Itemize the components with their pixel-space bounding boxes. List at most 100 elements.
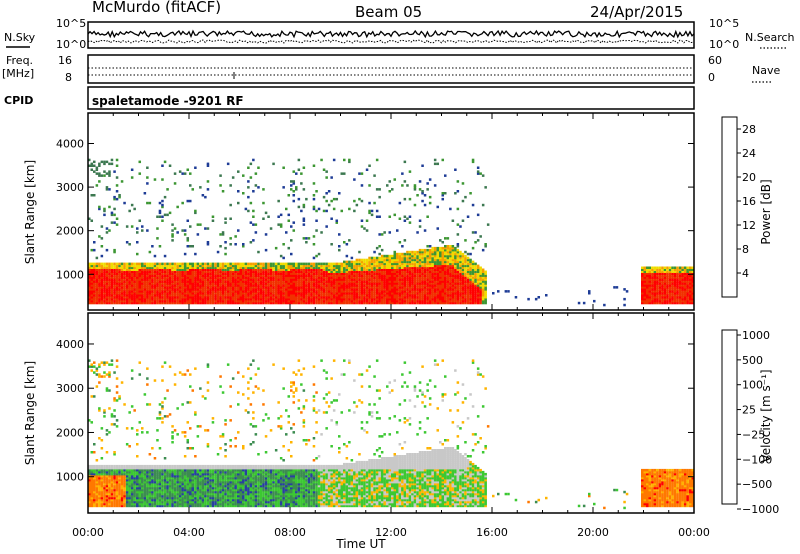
power-cell (221, 290, 225, 293)
velocity-cell (90, 490, 94, 494)
power-cell (219, 264, 222, 268)
power-cell (451, 299, 455, 303)
power-cell (176, 288, 179, 291)
power-cell (643, 292, 647, 295)
power-cell (320, 266, 323, 269)
power-cell (433, 248, 437, 252)
power-cell (103, 213, 106, 217)
power-cell (439, 276, 442, 279)
power-cell (474, 286, 477, 289)
power-cell (148, 201, 152, 205)
power-cell (380, 254, 384, 258)
power-cell (239, 276, 243, 279)
power-cell (161, 278, 164, 281)
power-cell (277, 264, 280, 268)
velocity-cell (113, 504, 116, 508)
power-cell (363, 258, 366, 262)
power-cell (436, 205, 440, 209)
power-cell (353, 299, 356, 303)
power-cell (413, 186, 417, 189)
power-cell (370, 276, 374, 279)
power-cell (315, 272, 318, 275)
power-cell (199, 297, 202, 301)
date-title: 24/Apr/2015 (590, 3, 683, 21)
power-cell (398, 262, 402, 266)
power-cell (360, 264, 364, 268)
power-cell (464, 262, 467, 266)
power-cell (204, 274, 207, 277)
power-cell (115, 286, 119, 289)
power-cell (378, 288, 381, 291)
power-cell (163, 274, 167, 277)
power-cell (264, 296, 268, 299)
power-cell (113, 278, 116, 281)
velocity-cell (125, 490, 129, 494)
power-cell (141, 294, 144, 297)
power-cell (363, 278, 366, 281)
power-cell (673, 272, 677, 275)
power-cell (110, 301, 114, 305)
power-cell (199, 299, 202, 303)
power-cell (153, 178, 157, 181)
power-cell (360, 274, 364, 277)
power-cell (428, 270, 432, 273)
velocity-cell (120, 502, 124, 506)
power-cell (396, 229, 399, 232)
power-cell (689, 268, 692, 271)
power-cell (350, 256, 354, 260)
power-cell (413, 252, 417, 256)
power-cell (176, 205, 179, 209)
power-cell (418, 274, 422, 277)
power-cell (433, 252, 437, 256)
power-cell (653, 268, 657, 271)
power-cell (287, 278, 291, 281)
power-cell (100, 290, 104, 293)
power-cell (681, 270, 684, 273)
power-cell (312, 266, 316, 269)
power-cell (224, 294, 227, 297)
power-cell (151, 272, 154, 275)
power-cell (428, 290, 432, 293)
power-cell (254, 223, 258, 226)
power-cell (373, 274, 376, 277)
power-cell (237, 301, 240, 305)
power-cell (194, 274, 197, 277)
power-cell (211, 296, 215, 299)
power-cell (194, 286, 197, 289)
power-cell (358, 299, 361, 303)
power-cell (641, 282, 644, 285)
power-cell (201, 301, 205, 305)
power-cell (254, 280, 258, 283)
power-cell (396, 254, 399, 258)
power-cell (340, 276, 344, 279)
power-cell (141, 272, 144, 275)
power-cell (277, 288, 280, 291)
velocity-cell (108, 496, 111, 500)
power-cell (231, 280, 235, 283)
power-cell (380, 264, 384, 268)
power-cell (335, 278, 339, 281)
power-cell (459, 272, 462, 275)
power-cell (88, 270, 91, 273)
power-cell (464, 258, 467, 262)
power-cell (191, 297, 195, 301)
power-cell (416, 262, 419, 266)
power-cell (375, 268, 379, 271)
power-cell (643, 266, 647, 269)
power-cell (100, 297, 104, 301)
power-cell (95, 296, 99, 299)
power-cell (428, 258, 432, 262)
power-cell (315, 262, 318, 266)
power-cell (363, 299, 366, 303)
velocity-cell (113, 488, 116, 492)
power-cell (290, 274, 293, 277)
power-cell (683, 276, 687, 279)
power-cell (322, 286, 326, 289)
power-cell (125, 270, 129, 273)
power-cell (330, 243, 333, 246)
power-cell (133, 270, 136, 273)
power-cell (148, 268, 152, 271)
power-cell (297, 297, 301, 301)
power-cell (133, 280, 136, 283)
power-cell (183, 262, 187, 266)
